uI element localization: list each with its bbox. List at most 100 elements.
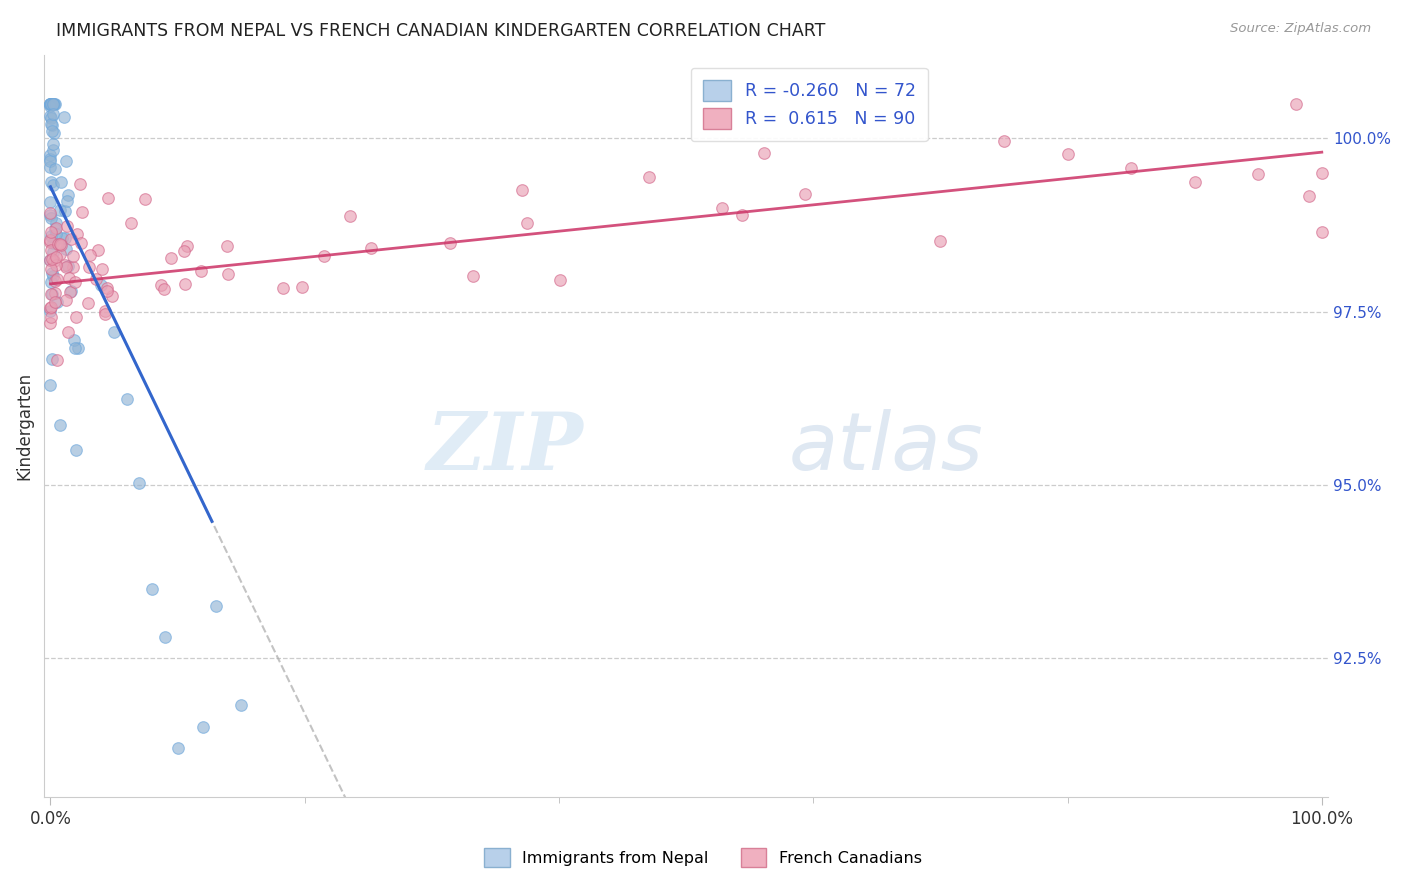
Point — [39, 233, 62, 247]
Point — [217, 267, 239, 281]
Point — [55, 219, 77, 233]
Point — [45, 294, 67, 309]
Point — [45, 216, 67, 230]
Point — [128, 475, 150, 490]
Point — [53, 231, 76, 245]
Point — [39, 252, 62, 267]
Point — [56, 194, 79, 208]
Point — [51, 231, 73, 245]
Point — [1310, 166, 1333, 180]
Point — [1056, 146, 1078, 161]
Point — [44, 96, 66, 111]
Point — [215, 239, 238, 253]
Point — [45, 259, 67, 273]
Text: atlas: atlas — [789, 409, 984, 487]
Point — [77, 260, 100, 275]
Point — [42, 144, 65, 158]
Point — [176, 239, 198, 253]
Point — [45, 227, 67, 242]
Point — [793, 187, 815, 202]
Point — [58, 271, 80, 285]
Point — [39, 225, 62, 239]
Point — [42, 107, 65, 121]
Point — [79, 248, 101, 262]
Point — [1285, 96, 1308, 111]
Text: ZIP: ZIP — [426, 409, 583, 487]
Point — [59, 285, 82, 299]
Point — [69, 177, 91, 191]
Point — [929, 235, 952, 249]
Point — [39, 206, 62, 220]
Point — [42, 126, 65, 140]
Point — [134, 192, 156, 206]
Point — [84, 271, 107, 285]
Point — [166, 741, 188, 756]
Point — [39, 96, 62, 111]
Text: Source: ZipAtlas.com: Source: ZipAtlas.com — [1230, 22, 1371, 36]
Point — [39, 301, 62, 315]
Point — [41, 286, 63, 301]
Point — [141, 582, 163, 596]
Point — [55, 242, 77, 256]
Point — [69, 236, 91, 251]
Point — [70, 205, 93, 219]
Point — [149, 277, 172, 292]
Point — [993, 134, 1015, 148]
Point — [39, 229, 62, 244]
Point — [39, 148, 62, 162]
Point — [41, 252, 63, 267]
Point — [55, 260, 77, 274]
Point — [101, 288, 124, 302]
Point — [461, 269, 484, 284]
Point — [39, 99, 62, 113]
Point — [58, 188, 80, 202]
Point — [58, 259, 80, 273]
Point — [94, 304, 117, 318]
Point — [439, 235, 461, 250]
Point — [39, 243, 62, 257]
Point — [49, 176, 72, 190]
Point — [174, 277, 197, 291]
Point — [48, 203, 70, 218]
Point — [90, 278, 112, 293]
Point — [41, 211, 63, 225]
Point — [42, 245, 65, 260]
Point — [39, 377, 62, 392]
Point — [41, 124, 63, 138]
Point — [45, 220, 67, 235]
Point — [39, 235, 62, 249]
Point — [60, 231, 83, 245]
Point — [39, 111, 62, 125]
Point — [39, 208, 62, 222]
Point — [312, 249, 335, 263]
Point — [752, 145, 775, 160]
Point — [76, 295, 98, 310]
Point — [48, 246, 70, 260]
Point — [39, 300, 62, 314]
Point — [339, 209, 361, 223]
Point — [46, 353, 69, 368]
Point — [65, 310, 87, 324]
Point — [44, 161, 66, 176]
Point — [41, 286, 63, 301]
Point — [39, 262, 62, 277]
Point — [63, 341, 86, 355]
Point — [1247, 167, 1270, 181]
Point — [55, 293, 77, 308]
Point — [41, 96, 63, 111]
Point — [66, 227, 89, 242]
Point — [39, 109, 62, 123]
Point — [204, 599, 226, 613]
Point — [41, 118, 63, 132]
Point — [42, 96, 65, 111]
Point — [39, 96, 62, 111]
Point — [91, 262, 114, 277]
Point — [48, 417, 70, 432]
Legend: R = -0.260   N = 72, R =  0.615   N = 90: R = -0.260 N = 72, R = 0.615 N = 90 — [690, 68, 928, 141]
Point — [60, 285, 83, 299]
Point — [42, 178, 65, 192]
Point — [39, 96, 62, 111]
Y-axis label: Kindergarten: Kindergarten — [15, 372, 32, 480]
Point — [153, 631, 176, 645]
Point — [39, 152, 62, 166]
